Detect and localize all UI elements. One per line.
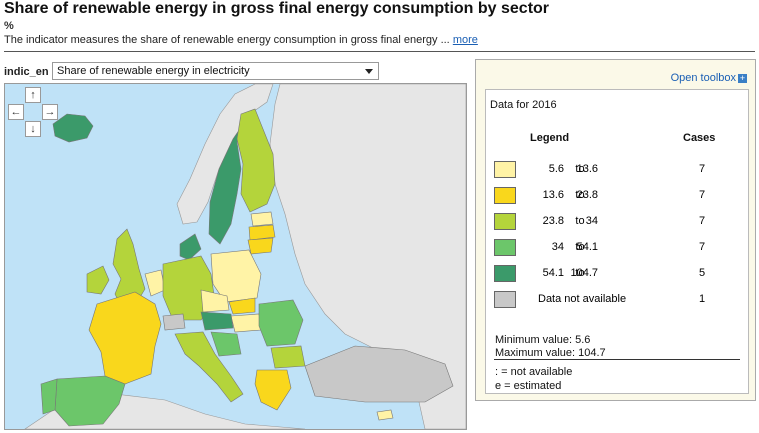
italy bbox=[174, 331, 244, 403]
ireland bbox=[86, 265, 110, 295]
case-count: 7 bbox=[698, 241, 706, 253]
range-to: 34 bbox=[585, 215, 598, 227]
croatia-slovenia bbox=[210, 331, 242, 357]
norway bbox=[176, 84, 274, 225]
chevron-down-icon bbox=[365, 69, 373, 74]
turkey bbox=[304, 345, 454, 403]
portugal bbox=[40, 378, 58, 415]
range-to-word: to bbox=[575, 267, 585, 279]
range-to: 104.7 bbox=[570, 267, 598, 279]
lithuania bbox=[247, 237, 274, 255]
legend-swatch bbox=[494, 291, 516, 308]
note-not-available: : = not available bbox=[495, 366, 573, 378]
range-to-word: to bbox=[575, 189, 585, 201]
slovakia bbox=[228, 297, 256, 315]
sweden bbox=[208, 118, 248, 245]
not-available-label: Data not available bbox=[538, 293, 627, 305]
pan-right-button[interactable]: → bbox=[42, 104, 58, 120]
finland bbox=[236, 108, 276, 213]
pan-up-button[interactable]: ↑ bbox=[25, 87, 41, 103]
case-count: 5 bbox=[698, 267, 706, 279]
legend-row: 5.6 to 13.6 7 bbox=[486, 159, 748, 179]
legend-row: 23.8 to 34 7 bbox=[486, 211, 748, 231]
denmark bbox=[179, 233, 202, 261]
pan-down-button[interactable]: ↓ bbox=[25, 121, 41, 137]
range-to-word: to bbox=[575, 163, 585, 175]
page-title: Share of renewable energy in gross final… bbox=[4, 0, 550, 17]
europe-map[interactable]: ↑ ← → ↓ bbox=[4, 83, 467, 430]
indicator-select-value: Share of renewable energy in electricity bbox=[57, 65, 250, 77]
switzerland bbox=[162, 313, 186, 331]
legend-row-not-available: Data not available 1 bbox=[486, 289, 748, 309]
latvia bbox=[248, 224, 276, 241]
estonia bbox=[250, 211, 274, 227]
case-count: 7 bbox=[698, 215, 706, 227]
czechia bbox=[200, 289, 230, 313]
maximum-value: Maximum value: 104.7 bbox=[495, 347, 606, 359]
cases-heading: Cases bbox=[683, 132, 716, 144]
note-estimated: e = estimated bbox=[495, 380, 562, 392]
range-from: 13.6 bbox=[542, 189, 564, 201]
plus-icon: + bbox=[738, 72, 747, 83]
legend-row: 13.6 to 23.8 7 bbox=[486, 185, 748, 205]
open-toolbox-label: Open toolbox bbox=[670, 72, 736, 84]
poland bbox=[210, 249, 262, 303]
range-to-word: to bbox=[575, 215, 585, 227]
bulgaria bbox=[270, 345, 306, 369]
legend-swatch bbox=[494, 239, 516, 256]
minimum-value: Minimum value: 5.6 bbox=[495, 334, 591, 346]
legend-swatch bbox=[494, 187, 516, 204]
cyprus bbox=[376, 409, 394, 421]
map-canvas[interactable] bbox=[5, 84, 466, 429]
pan-left-button[interactable]: ← bbox=[8, 104, 24, 120]
legend-row: 34 to 54.1 7 bbox=[486, 237, 748, 257]
range-from: 54.1 bbox=[542, 267, 564, 279]
romania bbox=[258, 299, 304, 347]
case-count: 1 bbox=[698, 293, 706, 305]
more-link[interactable]: more bbox=[452, 34, 478, 46]
range-from: 23.8 bbox=[542, 215, 564, 227]
iceland bbox=[52, 113, 94, 143]
legend-swatch bbox=[494, 161, 516, 178]
unit-label: % bbox=[4, 20, 14, 32]
france bbox=[88, 291, 162, 385]
legend-heading: Legend bbox=[530, 132, 570, 144]
indicator-select[interactable]: Share of renewable energy in electricity bbox=[52, 62, 379, 80]
legend-divider bbox=[494, 359, 740, 360]
range-to: 23.8 bbox=[576, 189, 598, 201]
indicator-description: The indicator measures the share of rene… bbox=[4, 34, 478, 46]
legend-swatch bbox=[494, 265, 516, 282]
case-count: 7 bbox=[698, 189, 706, 201]
dimension-label: indic_en bbox=[4, 66, 49, 78]
range-to: 54.1 bbox=[576, 241, 598, 253]
case-count: 7 bbox=[698, 163, 706, 175]
header-divider bbox=[4, 51, 755, 52]
range-to-word: to bbox=[575, 241, 585, 253]
range-from: 5.6 bbox=[548, 163, 564, 175]
data-year: Data for 2016 bbox=[490, 99, 557, 111]
description-text: The indicator measures the share of rene… bbox=[4, 34, 450, 46]
open-toolbox-link[interactable]: Open toolbox + bbox=[671, 72, 747, 84]
legend-swatch bbox=[494, 213, 516, 230]
range-from: 34 bbox=[551, 241, 564, 253]
legend-panel: Open toolbox + Data for 2016 Legend Cases… bbox=[475, 59, 756, 401]
legend-box: Data for 2016 Legend Cases 5.6 to 13.6 7… bbox=[485, 89, 749, 394]
hungary bbox=[230, 313, 262, 333]
greece bbox=[254, 369, 292, 411]
spain bbox=[54, 375, 126, 427]
range-to: 13.6 bbox=[576, 163, 598, 175]
legend-row: 54.1 to 104.7 5 bbox=[486, 263, 748, 283]
austria bbox=[200, 311, 234, 331]
